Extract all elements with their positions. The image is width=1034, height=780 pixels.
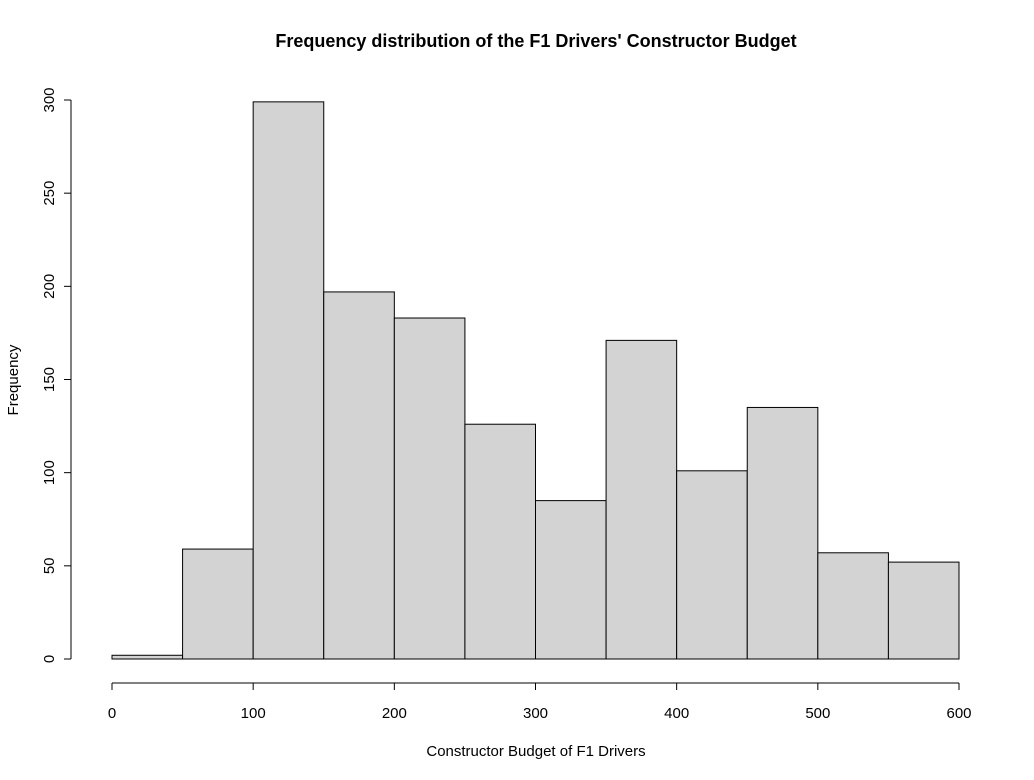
histogram-bar <box>182 548 254 660</box>
histogram-bar <box>676 470 748 660</box>
histogram-bar <box>464 423 536 660</box>
y-tick-label: 200 <box>41 274 58 299</box>
x-tick-label: 500 <box>805 705 830 722</box>
histogram-bar <box>605 339 678 660</box>
x-tick-label: 200 <box>382 705 407 722</box>
histogram-bar <box>746 406 819 660</box>
x-tick-label: 400 <box>664 705 689 722</box>
histogram-bar <box>323 291 395 660</box>
histogram-bar <box>393 317 466 660</box>
x-axis: 0 100 200 300 400 500 600 <box>108 682 972 722</box>
histogram-bar <box>252 101 325 660</box>
y-tick-label: 100 <box>41 460 58 485</box>
y-tick-label: 50 <box>41 557 58 574</box>
x-tick-label: 100 <box>241 705 266 722</box>
y-axis-label: Frequency <box>5 344 22 415</box>
y-axis: 0 50 100 150 200 250 300 <box>41 87 72 663</box>
histogram-bar <box>111 654 184 660</box>
histogram-bar <box>535 500 607 660</box>
y-tick-label: 300 <box>41 87 58 112</box>
x-tick-label: 600 <box>946 705 971 722</box>
histogram-bar <box>817 552 889 660</box>
y-tick-label: 150 <box>41 367 58 392</box>
x-axis-label: Constructor Budget of F1 Drivers <box>426 743 645 760</box>
bars-group <box>111 101 960 660</box>
histogram-bar <box>887 561 960 660</box>
chart-title: Frequency distribution of the F1 Drivers… <box>275 31 796 51</box>
x-tick-label: 0 <box>108 705 116 722</box>
y-tick-label: 250 <box>41 181 58 206</box>
y-tick-label: 0 <box>41 655 58 663</box>
x-tick-label: 300 <box>523 705 548 722</box>
